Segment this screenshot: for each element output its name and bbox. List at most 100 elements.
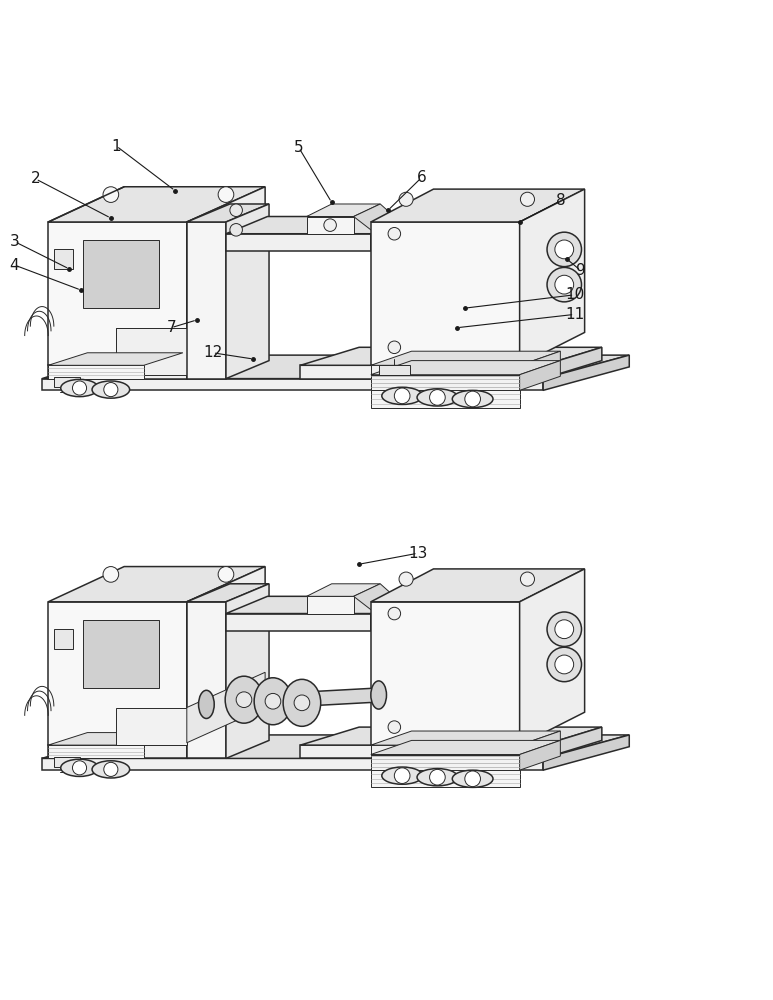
Polygon shape [53, 249, 73, 269]
Polygon shape [116, 328, 187, 375]
Circle shape [547, 612, 581, 646]
Polygon shape [187, 222, 226, 379]
Polygon shape [48, 745, 144, 758]
Polygon shape [53, 757, 80, 767]
Text: 10: 10 [565, 287, 584, 302]
Polygon shape [226, 204, 269, 379]
Ellipse shape [61, 759, 98, 776]
Polygon shape [226, 217, 414, 234]
Ellipse shape [61, 379, 98, 397]
Polygon shape [307, 596, 353, 614]
Polygon shape [187, 727, 246, 758]
Circle shape [555, 275, 574, 294]
Polygon shape [48, 187, 265, 222]
Text: 8: 8 [556, 193, 565, 208]
Polygon shape [371, 596, 414, 631]
Polygon shape [187, 672, 265, 743]
Circle shape [230, 204, 243, 217]
Polygon shape [519, 189, 584, 365]
Text: 4: 4 [10, 258, 19, 273]
Polygon shape [301, 727, 602, 745]
Circle shape [73, 381, 87, 395]
Circle shape [555, 240, 574, 259]
Polygon shape [371, 569, 584, 602]
Circle shape [388, 227, 400, 240]
Ellipse shape [92, 381, 130, 398]
Polygon shape [187, 204, 269, 222]
Ellipse shape [382, 767, 423, 784]
Circle shape [394, 768, 410, 783]
Polygon shape [371, 189, 584, 222]
Circle shape [388, 721, 400, 733]
Polygon shape [226, 614, 371, 631]
Polygon shape [371, 755, 519, 770]
Circle shape [430, 769, 445, 785]
Circle shape [73, 761, 87, 775]
Circle shape [555, 655, 574, 674]
Polygon shape [301, 745, 543, 758]
Polygon shape [519, 361, 560, 390]
Text: 3: 3 [9, 234, 19, 249]
Polygon shape [187, 567, 265, 745]
Polygon shape [48, 222, 187, 365]
Polygon shape [543, 347, 602, 379]
Polygon shape [543, 355, 629, 390]
Polygon shape [206, 688, 379, 711]
Polygon shape [48, 365, 144, 379]
Circle shape [520, 572, 534, 586]
Circle shape [555, 620, 574, 639]
Polygon shape [42, 735, 629, 758]
Ellipse shape [452, 390, 493, 408]
Circle shape [394, 388, 410, 404]
Polygon shape [371, 390, 519, 408]
Polygon shape [226, 234, 371, 251]
Circle shape [103, 187, 119, 202]
Circle shape [547, 647, 581, 682]
Polygon shape [42, 355, 629, 379]
Polygon shape [307, 584, 380, 596]
Circle shape [520, 192, 534, 206]
Text: 11: 11 [565, 307, 584, 322]
Polygon shape [42, 379, 543, 390]
Polygon shape [371, 217, 414, 251]
Polygon shape [353, 204, 394, 230]
Text: 7: 7 [166, 320, 176, 335]
Polygon shape [519, 569, 584, 745]
Polygon shape [543, 735, 629, 770]
Ellipse shape [283, 679, 321, 726]
Ellipse shape [417, 389, 458, 406]
Polygon shape [519, 731, 560, 755]
Polygon shape [116, 708, 187, 745]
Polygon shape [226, 584, 269, 758]
Polygon shape [226, 596, 414, 614]
Ellipse shape [225, 676, 263, 723]
Polygon shape [48, 365, 187, 379]
Ellipse shape [371, 681, 386, 709]
Polygon shape [187, 347, 246, 379]
Ellipse shape [92, 761, 130, 778]
Polygon shape [353, 584, 394, 610]
Text: 1: 1 [111, 139, 121, 154]
Polygon shape [371, 745, 519, 755]
Circle shape [294, 695, 310, 711]
Polygon shape [371, 361, 560, 375]
Polygon shape [83, 240, 159, 308]
Polygon shape [187, 187, 265, 365]
Polygon shape [307, 217, 353, 234]
Polygon shape [371, 731, 560, 745]
Polygon shape [42, 758, 543, 770]
Polygon shape [543, 727, 602, 758]
Text: 5: 5 [294, 140, 304, 155]
Polygon shape [371, 375, 519, 390]
Circle shape [547, 232, 581, 267]
Circle shape [324, 219, 336, 231]
Circle shape [399, 192, 413, 206]
Polygon shape [83, 620, 159, 688]
Polygon shape [48, 567, 265, 602]
Polygon shape [301, 347, 602, 365]
Polygon shape [371, 602, 519, 745]
Circle shape [465, 391, 481, 407]
Polygon shape [371, 351, 560, 365]
Text: 9: 9 [576, 263, 586, 278]
Circle shape [230, 224, 243, 236]
